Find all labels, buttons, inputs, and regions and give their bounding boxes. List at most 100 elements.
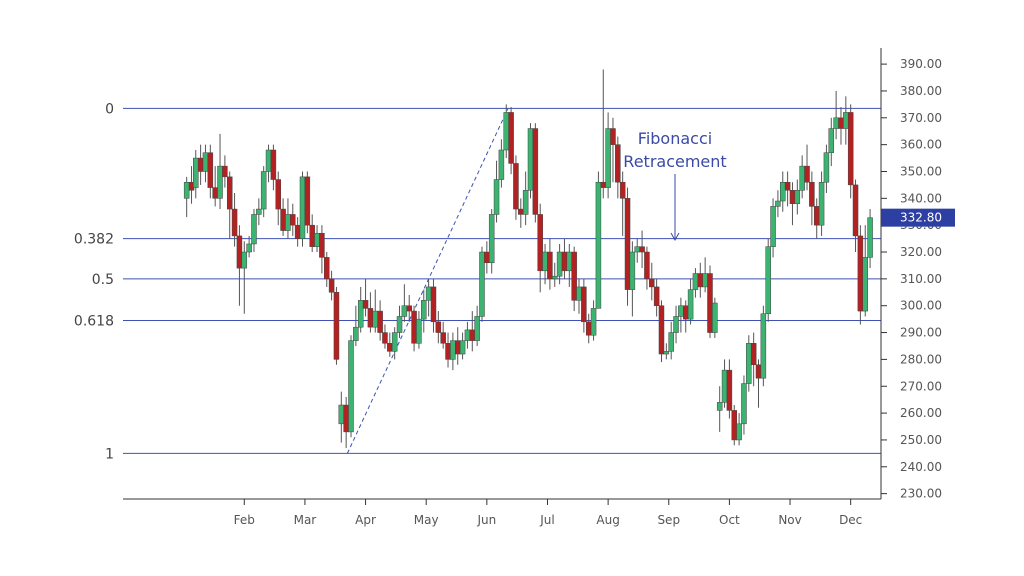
- candle: [299, 171, 306, 247]
- candle-body: [382, 332, 388, 344]
- y-tick-label: 250.00: [900, 433, 942, 447]
- candle: [430, 278, 437, 333]
- candle: [576, 278, 582, 314]
- candle: [547, 238, 553, 290]
- candle: [212, 166, 218, 207]
- candle: [280, 198, 286, 236]
- candle: [309, 214, 315, 253]
- candle-body: [421, 300, 427, 320]
- candle-body: [615, 144, 621, 183]
- candle: [644, 246, 650, 290]
- candle-body: [833, 117, 839, 129]
- candle: [513, 155, 519, 220]
- candle: [469, 311, 476, 352]
- candle-body: [411, 310, 417, 344]
- candle: [566, 243, 573, 287]
- candle: [193, 150, 199, 199]
- candle-body: [353, 326, 359, 341]
- candle: [556, 243, 563, 285]
- fib-label-1: 1: [105, 446, 114, 462]
- candle: [629, 241, 636, 317]
- candle: [251, 209, 257, 253]
- candle-body: [469, 329, 476, 341]
- candle: [716, 386, 723, 432]
- candle: [765, 238, 771, 322]
- candle-body: [338, 404, 345, 425]
- candle: [794, 179, 801, 215]
- candle-body: [280, 208, 286, 231]
- candle: [450, 332, 456, 371]
- candle-body: [707, 273, 713, 333]
- candle-body: [634, 246, 640, 253]
- candle: [338, 391, 345, 443]
- candle-body: [619, 181, 626, 199]
- candle-body: [857, 235, 864, 312]
- candle-body: [770, 206, 776, 247]
- candle-body: [474, 316, 480, 341]
- fibonacci-annotation: Fibonacci Retracement: [623, 129, 727, 242]
- candle-body: [799, 165, 805, 191]
- candle: [726, 359, 733, 419]
- candle: [484, 241, 490, 274]
- fib-label-0.382: 0.382: [74, 232, 114, 248]
- candle-body: [459, 340, 466, 355]
- candle: [668, 321, 674, 360]
- candle-body: [406, 305, 412, 312]
- candle: [435, 311, 442, 344]
- candle: [328, 270, 335, 301]
- candle-body: [231, 208, 238, 237]
- y-tick-label: 350.00: [900, 164, 942, 178]
- candle-body: [702, 273, 708, 288]
- candle: [197, 144, 204, 185]
- candle: [789, 182, 796, 226]
- candle: [406, 294, 412, 322]
- candle: [634, 238, 640, 263]
- candle-body: [687, 289, 694, 320]
- candle: [377, 300, 383, 341]
- candle: [590, 300, 597, 341]
- candle: [731, 405, 738, 446]
- candle: [304, 171, 311, 234]
- candle-body: [537, 214, 543, 272]
- y-tick-label: 280.00: [900, 352, 942, 366]
- x-axis-ticks: Feb Mar Apr May Jun Jul Aug Sep Oct Nov Dec: [234, 499, 862, 527]
- candle: [658, 300, 665, 363]
- candle-body: [852, 184, 859, 237]
- candle-body: [328, 278, 335, 293]
- candle-body: [576, 286, 582, 301]
- candle-body: [367, 308, 374, 328]
- candle: [813, 198, 820, 239]
- candle-body: [867, 217, 873, 258]
- candle: [459, 332, 466, 360]
- candle: [256, 198, 262, 226]
- candle: [488, 209, 495, 274]
- candle-body: [585, 321, 592, 336]
- candle-body: [450, 340, 456, 360]
- candle-body: [391, 332, 398, 352]
- candle-body: [755, 364, 762, 379]
- candle: [226, 171, 233, 239]
- candle: [561, 238, 568, 279]
- candle: [818, 171, 825, 236]
- candle: [382, 324, 388, 349]
- candle-body: [314, 232, 320, 247]
- candle: [357, 286, 364, 333]
- candle: [503, 104, 509, 159]
- x-tick-label: Sep: [657, 513, 680, 527]
- x-tick-label: Nov: [778, 513, 801, 527]
- candle-body: [503, 112, 509, 151]
- candle-body: [464, 329, 471, 341]
- candle: [867, 209, 873, 269]
- candle: [183, 176, 190, 218]
- candle: [454, 327, 461, 365]
- candle: [207, 144, 214, 199]
- candle-body: [668, 332, 674, 352]
- candle: [721, 359, 728, 408]
- candle: [600, 69, 607, 199]
- candle: [319, 225, 325, 274]
- candle-body: [290, 214, 296, 226]
- candle-body: [590, 308, 597, 336]
- candle-body: [513, 163, 519, 210]
- candle: [387, 332, 393, 357]
- candle-body: [823, 152, 830, 183]
